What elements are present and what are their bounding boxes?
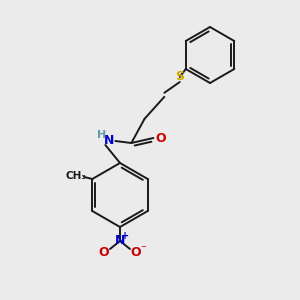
- Text: N: N: [115, 235, 125, 248]
- Text: O: O: [99, 247, 109, 260]
- Text: ⁻: ⁻: [140, 244, 146, 254]
- Text: +: +: [121, 231, 129, 241]
- Text: N: N: [104, 134, 115, 148]
- Text: O: O: [155, 131, 166, 145]
- Text: S: S: [175, 70, 184, 83]
- Text: O: O: [131, 247, 141, 260]
- Text: H: H: [97, 130, 106, 140]
- Text: CH₃: CH₃: [66, 171, 87, 181]
